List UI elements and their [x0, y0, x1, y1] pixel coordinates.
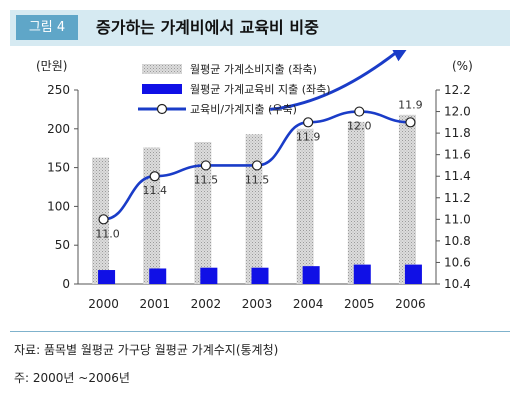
right-tick-label: 11.2	[444, 191, 471, 205]
bar-household-spending	[398, 114, 416, 284]
trend-arrow-shaft	[269, 51, 398, 111]
right-tick-label: 12.0	[444, 105, 471, 119]
line-point	[354, 106, 365, 117]
bar-household-spending	[194, 141, 212, 284]
bar-education-spending	[302, 266, 320, 284]
bar-household-spending	[245, 134, 263, 284]
left-tick-label: 150	[47, 161, 70, 175]
right-tick-label: 12.2	[444, 83, 471, 97]
legend-swatch-education	[142, 84, 182, 94]
legend-swatch-household	[142, 64, 182, 74]
line-point	[303, 117, 314, 128]
left-tick-label: 0	[62, 277, 70, 291]
line-point	[200, 160, 211, 171]
period-note: 주: 2000년 ~2006년	[14, 371, 130, 385]
line-point	[98, 214, 109, 225]
bar-education-spending	[200, 267, 218, 284]
line-point	[251, 160, 263, 171]
data-label: 11.5	[194, 173, 219, 186]
right-axis-unit: (%)	[452, 59, 473, 73]
bar-household-spending	[347, 121, 365, 284]
line-point	[149, 171, 160, 182]
trend-arrow-head	[392, 50, 407, 62]
source-note: 자료: 품목별 월평균 가구당 월평균 가계수지(통계청)	[14, 343, 279, 357]
data-label: 11.4	[142, 184, 167, 197]
bar-education-spending	[98, 270, 116, 284]
left-tick-label: 50	[55, 238, 70, 252]
header-band	[10, 10, 510, 46]
data-label: 11.9	[296, 130, 321, 143]
data-label: 11.5	[245, 173, 270, 186]
x-tick-label: 2004	[293, 297, 324, 311]
x-tick-label: 2001	[139, 297, 170, 311]
figure-header: 그림 4 증가하는 가계비에서 교육비 비중	[10, 10, 510, 46]
footer-rule	[10, 331, 510, 332]
bar-education-spending	[404, 264, 422, 284]
right-tick-label: 11.4	[444, 169, 471, 183]
bar-household-spending	[296, 128, 314, 284]
right-tick-label: 11.6	[444, 148, 471, 162]
legend-label-ratio: 교육비/가계지출 (우축)	[190, 103, 297, 116]
x-tick-label: 2003	[242, 297, 273, 311]
right-tick-label: 11.0	[444, 212, 471, 226]
bar-education-spending	[353, 264, 371, 284]
right-tick-label: 10.4	[444, 277, 471, 291]
figure-title: 증가하는 가계비에서 교육비 비중	[96, 18, 319, 37]
left-tick-label: 250	[47, 83, 70, 97]
legend-label-household: 월평균 가계소비지출 (좌축)	[190, 63, 317, 76]
data-label: 11.0	[95, 227, 120, 240]
right-tick-label: 10.6	[444, 255, 471, 269]
right-tick-label: 10.8	[444, 234, 471, 248]
x-tick-label: 2006	[395, 297, 426, 311]
bar-education-spending	[251, 267, 269, 284]
left-tick-label: 100	[47, 199, 70, 213]
bar-household-spending	[143, 147, 161, 284]
legend-label-education: 월평균 가계교육비 지출 (좌축)	[190, 83, 331, 96]
left-tick-label: 200	[47, 122, 70, 136]
figure-badge: 그림 4	[16, 15, 78, 40]
left-axis-unit: (만원)	[36, 59, 67, 73]
data-label: 12.0	[347, 120, 372, 133]
x-tick-label: 2005	[344, 297, 375, 311]
data-label: 11.9	[398, 98, 423, 111]
x-tick-label: 2002	[191, 297, 222, 311]
chart: (만원) (%) 0 50 100 150 200 250 10.4 10.6 10.8 11.0 11…	[36, 50, 473, 311]
right-tick-label: 11.8	[444, 126, 471, 140]
bar-education-spending	[149, 268, 167, 284]
line-point	[405, 117, 416, 128]
x-tick-label: 2000	[88, 297, 119, 311]
legend-marker-ratio	[156, 103, 168, 115]
